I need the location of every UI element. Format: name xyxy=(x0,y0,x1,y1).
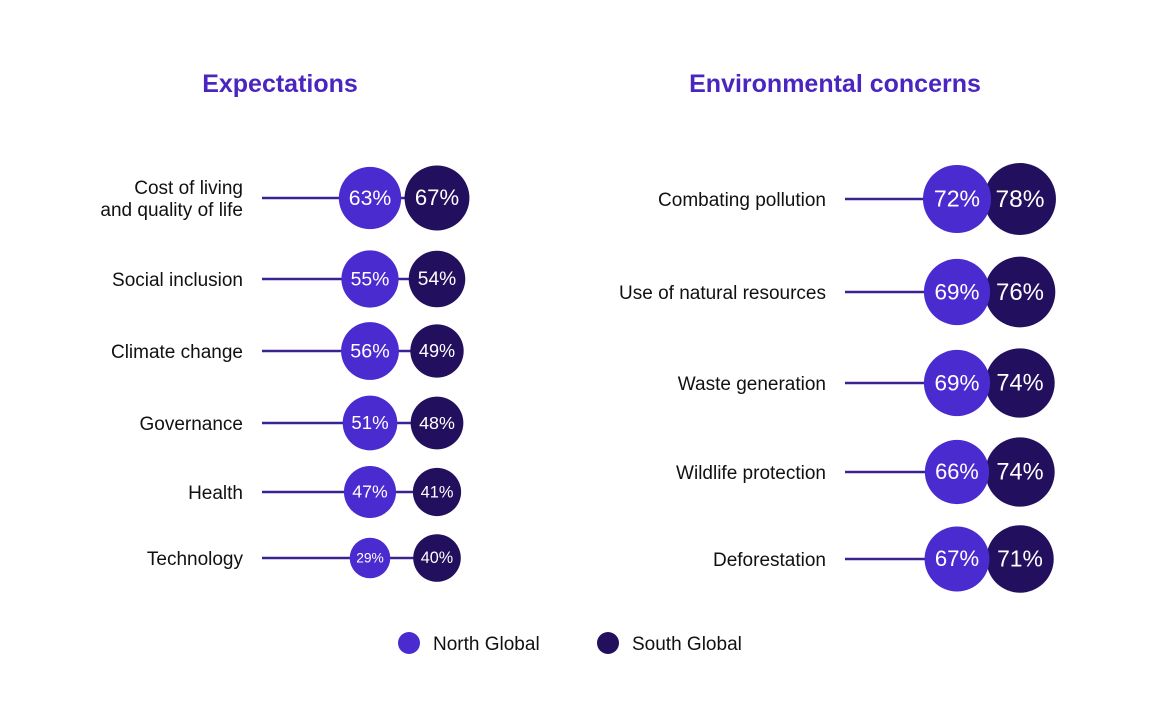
value-label: 54% xyxy=(418,269,456,290)
row: Social inclusion 54% 55% xyxy=(112,250,466,308)
north-global-bubble xyxy=(924,439,990,505)
value-label: 56% xyxy=(350,340,389,362)
north-global-bubble xyxy=(343,465,397,519)
legend-label: North Global xyxy=(433,634,540,655)
value-label: 49% xyxy=(419,341,455,361)
category-label: Deforestation xyxy=(713,550,826,571)
south-global-bubble xyxy=(410,396,464,450)
legend: North Global South Global xyxy=(398,632,742,655)
category-label: Wildlife protection xyxy=(676,463,826,484)
legend-item: South Global xyxy=(597,632,742,655)
category-label: Governance xyxy=(139,414,243,435)
value-label: 41% xyxy=(421,483,454,501)
category-label: Climate change xyxy=(111,342,243,363)
value-label: 66% xyxy=(935,459,979,484)
legend-swatch xyxy=(597,632,619,654)
chart-title: Expectations xyxy=(202,70,358,98)
south-global-bubble xyxy=(408,250,466,308)
north-global-bubble xyxy=(923,349,991,417)
south-global-bubble xyxy=(984,256,1056,328)
north-global-bubble xyxy=(922,164,992,234)
legend-item: North Global xyxy=(398,632,540,655)
north-global-bubble xyxy=(338,166,402,230)
row: Deforestation 71% 67% xyxy=(713,525,1054,593)
category-label: and quality of life xyxy=(100,200,243,221)
south-global-bubble xyxy=(410,324,464,378)
value-label: 40% xyxy=(421,549,453,567)
row: Governance 48% 51% xyxy=(139,395,464,451)
north-global-bubble xyxy=(341,250,399,308)
south-global-bubble xyxy=(412,467,462,517)
value-label: 69% xyxy=(934,279,979,304)
row: Health 41% 47% xyxy=(188,465,462,519)
value-label: 55% xyxy=(351,268,390,290)
south-global-bubble xyxy=(413,534,461,582)
category-label: Technology xyxy=(147,549,244,570)
category-label: Waste generation xyxy=(678,374,826,395)
north-global-bubble xyxy=(924,526,990,592)
south-global-bubble xyxy=(984,163,1056,235)
category-label: Health xyxy=(188,483,243,504)
value-label: 74% xyxy=(996,460,1043,486)
north-global-bubble xyxy=(923,258,991,326)
south-global-bubble xyxy=(404,165,470,231)
value-label: 67% xyxy=(415,185,459,210)
value-label: 48% xyxy=(419,413,455,433)
row: Use of natural resources 76% 69% xyxy=(619,256,1056,328)
category-label: Combating pollution xyxy=(658,190,826,211)
category-label: Social inclusion xyxy=(112,270,243,291)
legend-label: South Global xyxy=(632,634,742,655)
value-label: 47% xyxy=(352,482,388,502)
value-label: 71% xyxy=(997,545,1043,571)
value-label: 67% xyxy=(935,546,979,571)
north-global-bubble xyxy=(349,537,391,579)
value-label: 51% xyxy=(351,412,388,433)
row: Technology 40% 29% xyxy=(147,534,461,582)
value-label: 78% xyxy=(995,186,1044,213)
chart-title: Environmental concerns xyxy=(689,70,981,98)
row: Wildlife protection 74% 66% xyxy=(676,437,1055,507)
value-label: 72% xyxy=(934,185,980,211)
north-global-bubble xyxy=(342,395,398,451)
south-global-bubble xyxy=(986,525,1054,593)
legend-swatch xyxy=(398,632,420,654)
south-global-bubble xyxy=(985,348,1055,418)
north-global-bubble xyxy=(341,322,399,380)
south-global-bubble xyxy=(985,437,1055,507)
value-label: 63% xyxy=(349,187,392,210)
category-label: Cost of living xyxy=(134,178,243,199)
value-label: 74% xyxy=(996,371,1043,397)
panel-environmental-concerns: Environmental concerns Combating pollutio… xyxy=(619,70,1056,593)
value-label: 29% xyxy=(356,550,384,565)
value-label: 69% xyxy=(934,370,979,395)
category-label: Use of natural resources xyxy=(619,283,826,304)
value-label: 76% xyxy=(996,279,1044,306)
row: Climate change 49% 56% xyxy=(111,322,464,380)
row: Combating pollution 78% 72% xyxy=(658,163,1056,235)
row: Waste generation 74% 69% xyxy=(678,348,1055,418)
